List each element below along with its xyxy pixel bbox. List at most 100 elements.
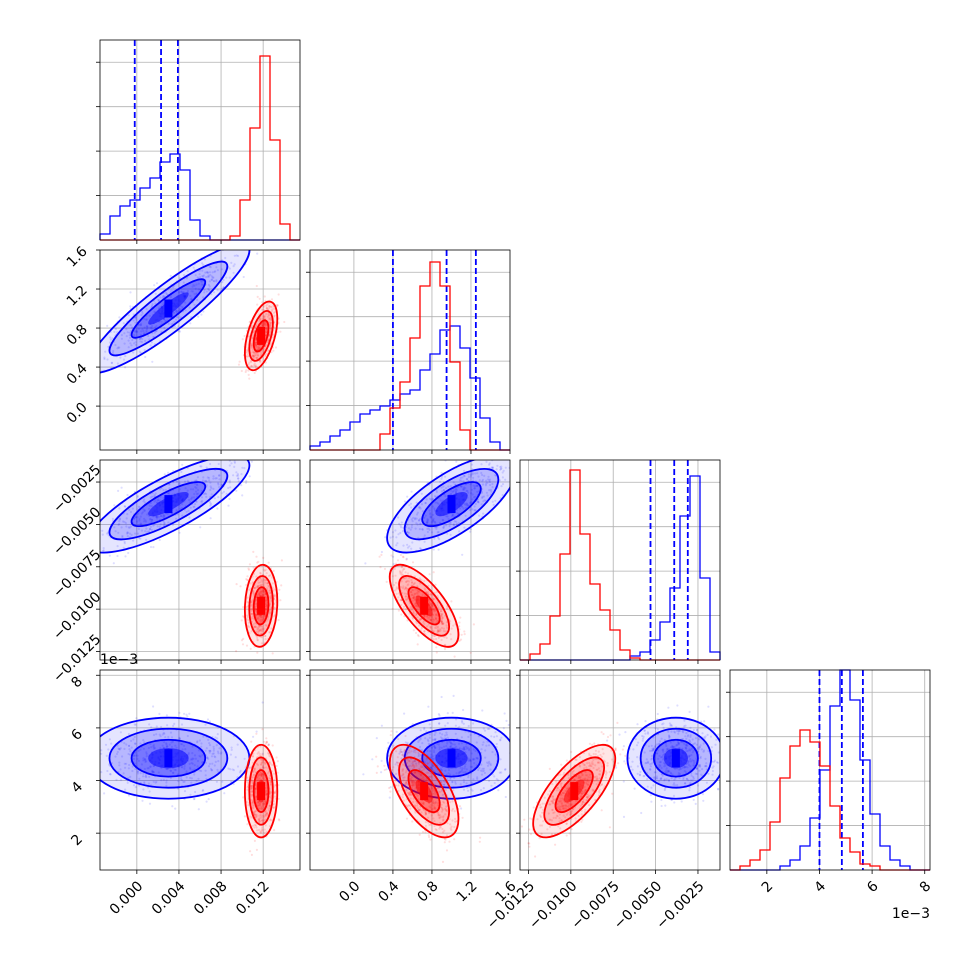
axes-frame	[96, 459, 301, 664]
axes-frame	[96, 249, 301, 454]
pair-panel-2-1	[364, 460, 510, 658]
histogram-series-1	[100, 55, 300, 241]
contour-line	[386, 460, 510, 554]
contour-line	[407, 769, 441, 814]
contour-line	[388, 743, 460, 839]
contour-line	[554, 769, 594, 814]
axes-border	[99, 249, 301, 451]
contour-line	[421, 738, 482, 778]
contour-line	[108, 727, 229, 789]
scatter-axes-2-1	[310, 460, 510, 660]
pair-panel-3-1	[362, 694, 510, 864]
contour-line	[130, 481, 207, 528]
contour-line	[652, 738, 699, 778]
contour-line	[639, 727, 713, 789]
axes-border	[99, 39, 301, 241]
contour-line	[100, 460, 251, 554]
density-peak	[257, 596, 266, 615]
contour-line	[252, 586, 270, 626]
y-tick-label: 0.4	[64, 361, 91, 388]
contour-line	[248, 756, 274, 826]
axes-frame	[306, 669, 511, 874]
y-tick-label: 1.2	[64, 283, 91, 310]
axes-border	[519, 459, 721, 661]
x-tick-label: 0.8	[415, 878, 442, 905]
contour-line	[248, 310, 274, 362]
pair-panel-3-0	[100, 701, 281, 857]
y-tick-label: 1.6	[64, 243, 91, 270]
x-tick-label: 6	[864, 878, 882, 896]
contour-line	[398, 756, 450, 826]
x-tick-label: 0.008	[191, 878, 231, 918]
contour-line	[543, 756, 605, 826]
axes-border	[729, 669, 931, 871]
hist-axes-1	[309, 250, 510, 451]
axes-frame	[306, 249, 511, 454]
y-tick-label: 0.0	[64, 400, 91, 427]
y-tick-label: 8	[68, 674, 86, 692]
contour-line	[421, 481, 482, 528]
x-tick-label: 2	[759, 878, 777, 896]
axes-border	[99, 459, 301, 661]
axes-border	[519, 669, 721, 871]
y-tick-label: 4	[68, 779, 86, 797]
histogram-series-1	[730, 729, 930, 871]
contour-line	[243, 300, 279, 372]
y-tick-label: 6	[68, 726, 86, 744]
x-tick-label: 0.012	[233, 878, 273, 918]
x-tick-label: 0.4	[375, 878, 402, 905]
x-tick-label: 0.000	[107, 878, 147, 918]
contour-line	[626, 716, 720, 800]
contour-line	[403, 467, 500, 541]
axes-border	[309, 459, 511, 661]
axes-frame	[96, 39, 301, 244]
contour-line	[130, 278, 207, 339]
histogram-series-0	[309, 325, 510, 451]
contour-line	[248, 575, 274, 637]
density-peak	[570, 782, 579, 801]
density-peak	[671, 749, 680, 768]
contour-line	[532, 743, 617, 839]
histogram-series-1	[310, 261, 510, 451]
scatter-axes-3-1	[310, 670, 510, 870]
contour-line	[252, 319, 270, 353]
x-offset-text: 1e−3	[892, 906, 930, 922]
y-tick-label: 0.8	[64, 322, 91, 349]
x-tick-label: 4	[811, 878, 829, 896]
contour-line	[100, 250, 251, 374]
contour-line	[398, 575, 450, 637]
contour-line	[252, 769, 270, 814]
axes-frame	[726, 669, 931, 874]
histogram-series-0	[99, 153, 300, 241]
x-tick-label: 0.0	[336, 878, 363, 905]
x-tick-label: 1.2	[454, 878, 481, 905]
axes-border	[309, 669, 511, 871]
hist-axes-3	[730, 669, 930, 871]
density-peak	[164, 749, 173, 768]
hist-axes-2	[520, 460, 721, 661]
scatter-axes-3-2	[520, 670, 720, 870]
density-peak	[447, 749, 456, 768]
pair-panel-1-0	[100, 250, 286, 380]
density-peak	[420, 782, 429, 801]
pair-panel-2-0	[100, 460, 283, 655]
axes-frame	[306, 459, 511, 664]
contour-line	[407, 586, 441, 626]
contour-line	[388, 563, 460, 648]
contour-line	[243, 743, 279, 839]
density-peak	[447, 495, 456, 514]
density-peak	[257, 782, 266, 801]
axes-frame	[96, 669, 301, 874]
density-peak	[164, 495, 173, 514]
density-peak	[164, 299, 173, 318]
contour-line	[243, 563, 279, 648]
scatter-axes-2-0	[100, 460, 300, 660]
pair-panel-3-2	[520, 704, 720, 858]
contour-line	[130, 738, 207, 778]
histogram-series-0	[730, 669, 930, 871]
x-tick-label: 8	[917, 878, 935, 896]
axes-frame	[516, 459, 721, 664]
contour-line	[108, 467, 229, 541]
axes-border	[309, 249, 511, 451]
